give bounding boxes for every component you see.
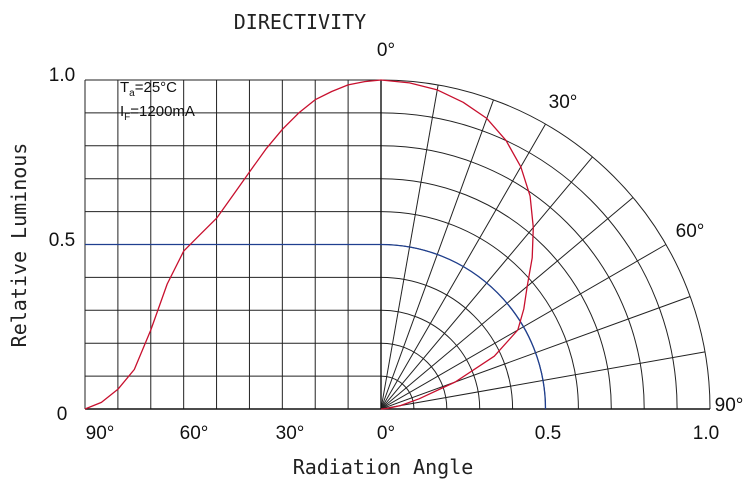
y-axis-label: Relative Luminous: [7, 143, 31, 348]
temperature-subscript: a: [129, 88, 135, 99]
y-tick-1.0: 1.0: [49, 65, 75, 86]
grid-arc-10: [380, 79, 711, 410]
x-axis-label: Radiation Angle: [293, 455, 474, 479]
y-tick-0.5: 0.5: [49, 230, 75, 251]
grid-arc-8: [380, 145, 645, 410]
chart-title: DIRECTIVITY: [234, 10, 366, 34]
series-0-cartesian-curve: [84, 79, 382, 410]
angle-label-0: 0°: [377, 40, 395, 61]
grid-arc-6: [380, 211, 579, 410]
angle-label-30: 30°: [549, 92, 578, 113]
series-0-polar-curve: [380, 79, 534, 410]
angle-label-90: 90°: [715, 395, 744, 416]
temperature-value: =25°C: [135, 79, 177, 96]
reference-arc: [380, 243, 547, 410]
radiation-pattern: [84, 79, 534, 410]
angle-label-60: 60°: [676, 221, 705, 242]
current-value: =1200mA: [130, 103, 195, 120]
x-tick-90: 90°: [86, 423, 115, 444]
half-intensity-reference: [85, 243, 547, 410]
x-tick-30: 30°: [276, 423, 305, 444]
grid-arc-4: [380, 276, 514, 410]
legend-temperature: Ta=25°C: [120, 79, 177, 99]
grid-arc-9: [380, 112, 678, 410]
grid-arc-7: [380, 178, 612, 410]
r-tick-0.5: 0.5: [535, 423, 561, 444]
x-tick-0: 0°: [377, 423, 395, 444]
grid-arc-2: [380, 342, 448, 410]
current-symbol: I: [120, 103, 124, 120]
y-tick-0: 0: [57, 404, 68, 425]
legend: Ta=25°C IF=1200mA: [120, 79, 195, 123]
r-tick-1.0: 1.0: [693, 423, 719, 444]
x-tick-60: 60°: [180, 423, 209, 444]
current-subscript: F: [124, 112, 130, 123]
temperature-symbol: T: [120, 79, 129, 96]
grid-arc-3: [380, 309, 481, 410]
legend-current: IF=1200mA: [120, 103, 195, 123]
